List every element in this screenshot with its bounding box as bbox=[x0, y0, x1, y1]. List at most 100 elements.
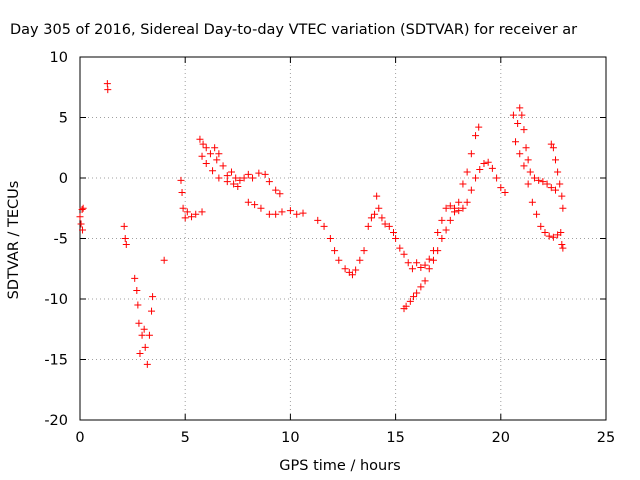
data-point bbox=[265, 178, 273, 186]
data-point bbox=[331, 247, 339, 255]
plot-frame bbox=[79, 56, 607, 421]
data-point bbox=[497, 184, 505, 192]
data-point bbox=[559, 244, 567, 252]
data-point bbox=[378, 214, 386, 222]
data-point bbox=[341, 265, 349, 273]
data-point bbox=[549, 144, 557, 152]
x-axis-label: GPS time / hours bbox=[279, 458, 400, 474]
data-point bbox=[121, 235, 129, 242]
data-points bbox=[76, 80, 567, 368]
data-point bbox=[429, 256, 437, 264]
y-tick-label: 0 bbox=[59, 171, 68, 187]
data-point bbox=[520, 126, 528, 134]
data-point bbox=[557, 228, 565, 236]
data-point bbox=[547, 184, 555, 192]
data-point bbox=[434, 247, 442, 255]
data-point bbox=[227, 168, 235, 176]
x-tick-label: 15 bbox=[386, 430, 404, 446]
data-point bbox=[240, 174, 248, 182]
data-point bbox=[554, 168, 562, 176]
data-point bbox=[367, 214, 375, 222]
data-point bbox=[77, 220, 85, 228]
data-point bbox=[455, 207, 463, 215]
x-tick-label: 5 bbox=[181, 430, 190, 446]
data-point bbox=[480, 159, 488, 167]
data-point bbox=[104, 86, 112, 94]
data-point bbox=[181, 214, 189, 222]
data-point bbox=[76, 213, 84, 221]
data-point bbox=[133, 287, 141, 295]
data-point bbox=[476, 166, 484, 174]
data-point bbox=[475, 123, 483, 131]
data-point bbox=[406, 297, 414, 305]
data-point bbox=[135, 319, 143, 327]
x-tick-label: 25 bbox=[597, 430, 615, 446]
data-point bbox=[209, 167, 217, 175]
data-point bbox=[459, 180, 467, 188]
data-point bbox=[219, 162, 227, 170]
data-point bbox=[514, 120, 522, 128]
data-point bbox=[559, 204, 567, 212]
data-point bbox=[234, 182, 242, 190]
data-point bbox=[255, 169, 263, 177]
data-point bbox=[103, 80, 111, 88]
data-point bbox=[188, 213, 196, 221]
data-point bbox=[524, 156, 532, 164]
data-point bbox=[400, 250, 408, 258]
data-point bbox=[131, 274, 139, 282]
data-point bbox=[177, 176, 185, 184]
y-tick-label: -10 bbox=[44, 292, 68, 308]
data-point bbox=[518, 111, 526, 119]
data-point bbox=[261, 170, 269, 178]
data-point bbox=[196, 135, 204, 143]
x-tick-label: 20 bbox=[492, 430, 510, 446]
data-point bbox=[249, 174, 257, 182]
data-point bbox=[320, 222, 328, 230]
data-point bbox=[244, 170, 252, 178]
data-point bbox=[202, 159, 210, 167]
data-point bbox=[425, 255, 433, 263]
data-point bbox=[385, 222, 393, 230]
data-point bbox=[467, 150, 475, 158]
data-point bbox=[421, 261, 429, 269]
data-point bbox=[230, 180, 238, 188]
data-point bbox=[413, 289, 421, 297]
data-point bbox=[272, 210, 280, 218]
data-point bbox=[509, 111, 517, 119]
data-point bbox=[360, 247, 368, 255]
data-point bbox=[524, 180, 532, 188]
data-point bbox=[251, 201, 259, 209]
data-point bbox=[451, 208, 459, 216]
data-point bbox=[140, 325, 148, 333]
data-point bbox=[438, 235, 446, 242]
data-point bbox=[136, 349, 144, 357]
data-point bbox=[501, 189, 509, 197]
data-point bbox=[396, 244, 404, 252]
data-point bbox=[373, 192, 381, 200]
data-point bbox=[442, 204, 450, 212]
data-point bbox=[198, 208, 206, 216]
data-point bbox=[236, 176, 244, 184]
data-point bbox=[528, 198, 536, 206]
data-point bbox=[558, 241, 566, 249]
y-tick-label: 10 bbox=[50, 50, 68, 66]
data-point bbox=[543, 180, 551, 188]
data-point bbox=[381, 220, 389, 228]
data-point bbox=[520, 162, 528, 170]
data-point bbox=[389, 228, 397, 236]
data-point bbox=[552, 156, 560, 164]
data-point bbox=[516, 150, 524, 158]
data-point bbox=[545, 232, 553, 240]
data-point bbox=[421, 277, 429, 285]
data-point bbox=[257, 204, 265, 212]
data-point bbox=[356, 256, 364, 264]
data-point bbox=[512, 138, 520, 146]
data-point bbox=[120, 222, 128, 230]
data-point bbox=[558, 192, 566, 200]
data-point bbox=[276, 190, 284, 198]
data-point bbox=[409, 293, 417, 301]
data-point bbox=[472, 132, 480, 140]
data-point bbox=[352, 266, 360, 274]
data-point bbox=[335, 256, 343, 264]
data-point bbox=[417, 264, 425, 272]
